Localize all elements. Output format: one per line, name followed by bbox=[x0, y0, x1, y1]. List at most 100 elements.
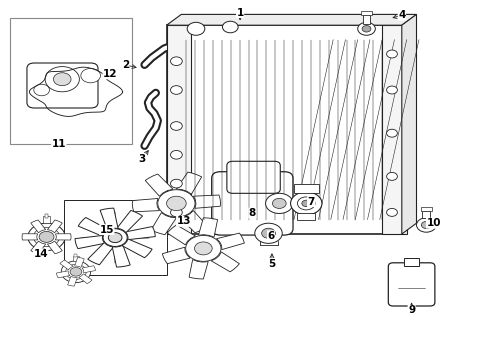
Circle shape bbox=[45, 67, 79, 92]
Text: 8: 8 bbox=[249, 208, 256, 218]
Polygon shape bbox=[132, 198, 159, 212]
Circle shape bbox=[195, 242, 212, 255]
Bar bbox=[422, 211, 430, 218]
Circle shape bbox=[358, 22, 375, 35]
Text: 9: 9 bbox=[408, 305, 415, 315]
Bar bbox=[45, 214, 49, 218]
FancyBboxPatch shape bbox=[388, 263, 435, 306]
Polygon shape bbox=[151, 213, 176, 235]
Polygon shape bbox=[31, 241, 46, 254]
Circle shape bbox=[103, 229, 127, 247]
Polygon shape bbox=[31, 220, 46, 233]
Bar bbox=[167, 25, 191, 234]
Circle shape bbox=[171, 86, 182, 94]
Polygon shape bbox=[48, 241, 62, 254]
Polygon shape bbox=[145, 174, 173, 196]
Bar bbox=[297, 213, 315, 220]
Bar bbox=[361, 11, 372, 15]
Bar bbox=[421, 207, 432, 211]
Circle shape bbox=[33, 227, 60, 247]
Polygon shape bbox=[75, 235, 105, 249]
Bar bbox=[167, 25, 402, 234]
Circle shape bbox=[421, 221, 431, 229]
Bar bbox=[294, 184, 318, 193]
Text: 3: 3 bbox=[139, 154, 146, 164]
Circle shape bbox=[302, 200, 311, 207]
Polygon shape bbox=[74, 257, 84, 267]
Circle shape bbox=[158, 190, 195, 217]
Circle shape bbox=[61, 261, 91, 283]
FancyBboxPatch shape bbox=[27, 63, 98, 108]
Text: 1: 1 bbox=[237, 8, 244, 18]
Text: 2: 2 bbox=[122, 60, 129, 70]
Circle shape bbox=[70, 267, 82, 276]
Circle shape bbox=[387, 50, 397, 58]
Text: 5: 5 bbox=[269, 258, 275, 269]
Bar bbox=[74, 254, 77, 257]
Text: 12: 12 bbox=[103, 69, 118, 79]
Polygon shape bbox=[176, 172, 202, 194]
Polygon shape bbox=[122, 239, 152, 258]
Circle shape bbox=[222, 21, 238, 33]
Polygon shape bbox=[211, 252, 240, 272]
Bar bbox=[382, 25, 407, 234]
Circle shape bbox=[297, 197, 315, 210]
Polygon shape bbox=[167, 14, 416, 25]
Polygon shape bbox=[60, 260, 74, 270]
Circle shape bbox=[387, 129, 397, 137]
Text: 13: 13 bbox=[176, 216, 191, 226]
Polygon shape bbox=[68, 276, 77, 286]
Polygon shape bbox=[167, 225, 196, 245]
Circle shape bbox=[28, 223, 65, 251]
Polygon shape bbox=[189, 260, 208, 279]
Bar bbox=[73, 256, 79, 261]
FancyBboxPatch shape bbox=[227, 161, 280, 193]
Circle shape bbox=[53, 73, 71, 86]
Circle shape bbox=[171, 208, 182, 217]
FancyBboxPatch shape bbox=[212, 172, 293, 235]
Circle shape bbox=[262, 228, 275, 238]
Circle shape bbox=[39, 231, 54, 242]
Circle shape bbox=[34, 84, 49, 96]
Circle shape bbox=[171, 179, 182, 188]
FancyBboxPatch shape bbox=[64, 200, 167, 275]
Circle shape bbox=[266, 193, 293, 213]
Polygon shape bbox=[180, 211, 208, 233]
Circle shape bbox=[272, 198, 286, 208]
Circle shape bbox=[387, 86, 397, 94]
Circle shape bbox=[171, 122, 182, 130]
Circle shape bbox=[171, 150, 182, 159]
Polygon shape bbox=[162, 247, 190, 264]
Polygon shape bbox=[78, 217, 108, 236]
Polygon shape bbox=[125, 226, 155, 240]
Text: 7: 7 bbox=[307, 197, 315, 207]
Circle shape bbox=[362, 26, 371, 32]
Circle shape bbox=[108, 233, 122, 243]
Circle shape bbox=[66, 264, 86, 279]
Polygon shape bbox=[402, 14, 416, 234]
Circle shape bbox=[387, 208, 397, 216]
Bar bbox=[10, 18, 132, 144]
Polygon shape bbox=[198, 218, 218, 237]
Text: 15: 15 bbox=[99, 225, 114, 235]
Circle shape bbox=[187, 22, 205, 35]
Circle shape bbox=[186, 235, 221, 261]
Circle shape bbox=[255, 223, 282, 243]
Polygon shape bbox=[112, 245, 130, 267]
Text: 14: 14 bbox=[33, 249, 48, 259]
Polygon shape bbox=[88, 243, 113, 265]
Polygon shape bbox=[48, 220, 62, 233]
Polygon shape bbox=[194, 195, 220, 208]
Bar bbox=[363, 15, 370, 24]
Polygon shape bbox=[56, 271, 70, 278]
Circle shape bbox=[167, 196, 186, 211]
Polygon shape bbox=[78, 274, 92, 284]
Polygon shape bbox=[82, 266, 96, 273]
Bar bbox=[43, 216, 50, 223]
Circle shape bbox=[387, 172, 397, 180]
Text: 11: 11 bbox=[51, 139, 66, 149]
Polygon shape bbox=[100, 208, 118, 230]
Text: 10: 10 bbox=[426, 218, 441, 228]
Polygon shape bbox=[55, 234, 71, 240]
Polygon shape bbox=[217, 233, 245, 249]
